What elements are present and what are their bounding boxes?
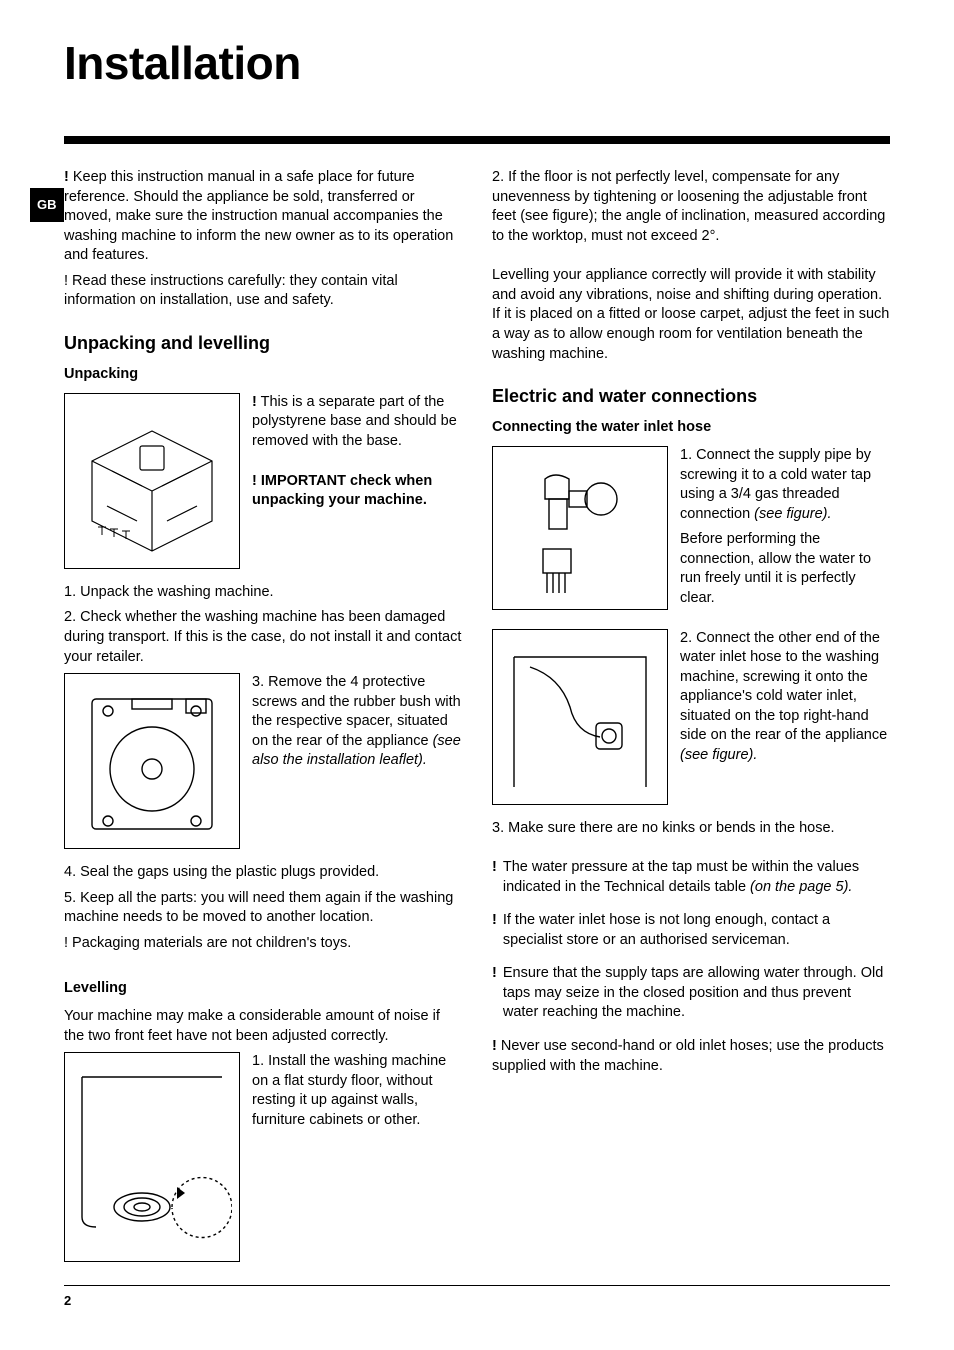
heading-electric-water: Electric and water connections — [492, 384, 890, 408]
levelling-foot-icon — [72, 1057, 232, 1257]
heading-unpack-level: Unpacking and levelling — [64, 331, 462, 355]
figure-levelling: 1. Install the washing machine on a flat… — [64, 1052, 462, 1262]
step-packaging-warn: ! Packaging materials are not children's… — [64, 934, 462, 954]
sub-levelling: Levelling — [64, 979, 462, 999]
figure-levelling-caption: 1. Install the washing machine on a flat… — [252, 1052, 462, 1136]
left-column: ! Keep this instruction manual in a safe… — [64, 168, 462, 1276]
warn-taps-text: Ensure that the supply taps are allowing… — [503, 964, 890, 1023]
levelling-intro: Your machine may make a considerable amo… — [64, 1007, 462, 1046]
warn-pressure: ! The water pressure at the tap must be … — [492, 858, 890, 897]
step3-text: 3. Remove the 4 protective screws and th… — [252, 674, 461, 749]
sub-connect-inlet: Connecting the water inlet hose — [492, 418, 890, 438]
warn-hose-length: ! If the water inlet hose is not long en… — [492, 911, 890, 950]
tap-text-2: Before performing the connection, allow … — [680, 530, 890, 608]
bang-icon: ! — [492, 911, 497, 950]
intro-warning: ! Keep this instruction manual in a safe… — [64, 168, 462, 266]
warn-old-hoses-text: Never use second-hand or old inlet hoses… — [492, 1038, 884, 1074]
figure-rear-caption: 3. Remove the 4 protective screws and th… — [252, 673, 462, 777]
bang-icon: ! — [492, 858, 497, 897]
figure-levelling-image — [64, 1052, 240, 1262]
figure-base-caption: ! This is a separate part of the polysty… — [252, 393, 462, 517]
levelling-note: Levelling your appliance correctly will … — [492, 266, 890, 364]
figure-inlet-rear: 2. Connect the other end of the water in… — [492, 629, 890, 805]
content-columns: ! Keep this instruction manual in a safe… — [0, 168, 954, 1276]
inlet-rear-icon — [500, 637, 660, 797]
warn-hose-text: If the water inlet hose is not long enou… — [503, 911, 890, 950]
level-step-1: 1. Install the washing machine on a flat… — [252, 1052, 462, 1130]
rear-panel-icon — [72, 681, 232, 841]
right-column: 2. If the floor is not perfectly level, … — [492, 168, 890, 1276]
figure-rear-screws: 3. Remove the 4 protective screws and th… — [64, 673, 462, 849]
figure-tap-image — [492, 446, 668, 610]
figure-inlet-rear-image — [492, 629, 668, 805]
intro-text: Keep this instruction manual in a safe p… — [64, 169, 453, 263]
figure-rear-screws-image — [64, 673, 240, 849]
base-diagram-icon — [72, 401, 232, 561]
fig1-bold-text: IMPORTANT check when unpacking your mach… — [252, 473, 432, 509]
step-unpack-1: 1. Unpack the washing machine. — [64, 583, 462, 603]
warn-pressure-italic: (on the page 5). — [750, 879, 852, 895]
warn-taps: ! Ensure that the supply taps are allowi… — [492, 964, 890, 1023]
figure-base-removal-image — [64, 393, 240, 569]
tap-connection-icon — [505, 453, 655, 603]
horizontal-rule — [64, 136, 890, 144]
step-no-kinks: 3. Make sure there are no kinks or bends… — [492, 819, 890, 839]
page-number: 2 — [64, 1292, 71, 1310]
figure-inlet-rear-caption: 2. Connect the other end of the water in… — [680, 629, 890, 772]
fig1-text: This is a separate part of the polystyre… — [252, 394, 457, 449]
warn-old-hoses: ! Never use second-hand or old inlet hos… — [492, 1037, 890, 1076]
page-title: Installation — [0, 0, 954, 94]
step-seal-4: 4. Seal the gaps using the plastic plugs… — [64, 863, 462, 883]
language-badge: GB — [30, 188, 64, 222]
step-unpack-2: 2. Check whether the washing machine has… — [64, 608, 462, 667]
sub-unpacking: Unpacking — [64, 365, 462, 385]
intro-read: ! Read these instructions carefully: the… — [64, 272, 462, 311]
figure-base-removal: ! This is a separate part of the polysty… — [64, 393, 462, 569]
step-keep-5: 5. Keep all the parts: you will need the… — [64, 889, 462, 928]
tap-italic: (see figure). — [754, 506, 831, 522]
figure-tap-connection: 1. Connect the supply pipe by screwing i… — [492, 446, 890, 615]
figure-tap-caption: 1. Connect the supply pipe by screwing i… — [680, 446, 890, 615]
bang-icon: ! — [492, 964, 497, 1023]
level-step-2: 2. If the floor is not perfectly level, … — [492, 168, 890, 246]
inlet-text: 2. Connect the other end of the water in… — [680, 630, 887, 744]
inlet-italic: (see figure). — [680, 747, 757, 763]
footer-rule — [64, 1285, 890, 1286]
